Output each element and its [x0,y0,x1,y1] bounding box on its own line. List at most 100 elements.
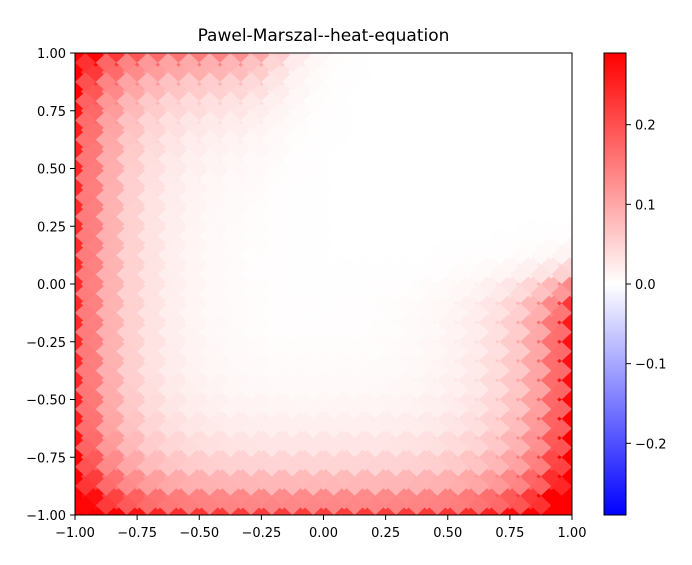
heatmap-cell [75,341,96,361]
heatmap-cell [530,168,552,188]
heatmap-cell [432,270,463,298]
heatmap-cell [75,72,96,92]
heatmap-cell [219,207,241,227]
heatmap-cell [530,438,552,458]
heatmap-cell [323,457,345,477]
heatmap-cell [468,341,490,361]
heatmap-cell [323,130,345,150]
heatmap-cell [427,149,448,169]
heatmap-cell [95,457,117,477]
heatmap-cell [240,476,262,496]
heatmap-cell [427,303,448,323]
x-tick-label: 0.00 [309,526,338,541]
heatmap-cell [323,495,345,515]
heatmap-cell [530,91,552,111]
heatmap-cell [282,91,303,111]
heatmap-cell [219,438,241,458]
heatmap-cell [344,207,365,227]
heatmap-cell [468,130,490,150]
heatmap-cell [199,457,220,477]
heatmap-cell [95,130,117,150]
heatmap-cell [199,168,220,188]
heatmap-cell [282,187,303,207]
heatmap-cell [240,91,262,111]
heatmap-cell [323,303,345,323]
heatmap-cell [468,226,490,246]
heatmap-cell [489,284,510,304]
heatmap-cell [240,72,262,92]
heatmap-cell [137,168,158,188]
heatmap-cell [509,399,531,419]
heatmap-cell [530,130,552,150]
heatmap-cell [385,284,407,304]
heatmap-cell [261,264,283,284]
heatmap-cell [364,91,386,111]
heatmap-cell [116,418,138,438]
heatmap-cell [116,399,138,419]
heatmap-cell [282,399,303,419]
heatmap-cell [551,322,572,342]
heatmap-cell [157,341,179,361]
heatmap-cell [308,347,339,375]
heatmap-cell [261,149,283,169]
heatmap-cell [344,130,365,150]
heatmap-cell [240,264,262,284]
heatmap-cell [530,303,552,323]
heatmap-cell [261,207,283,227]
heatmap-cell [509,264,531,284]
heatmap-cell [509,495,531,515]
heatmap-cell [364,226,386,246]
heatmap-cell [385,130,407,150]
heatmap-cell [432,289,463,318]
heatmap-cell [551,130,572,150]
heatmap-cell [432,96,463,125]
heatmap-cell [447,264,469,284]
heatmap-cell [308,424,339,452]
heatmap-cell [427,53,448,73]
heatmap-cell [551,495,572,515]
heatmap-cell [509,322,531,342]
heatmap-cell [282,341,303,361]
heatmap-cell [509,187,531,207]
heatmap-cell [344,303,365,323]
heatmap-cell [406,187,428,207]
heatmap-cell [447,130,469,150]
heatmap-cell [530,322,552,342]
heatmap-cell [406,91,428,111]
heatmap-cell [302,110,324,130]
heatmap-cell [282,361,303,381]
heatmap-cell [406,361,428,381]
heatmap-cell [199,72,220,92]
heatmap-cell [261,226,283,246]
heatmap-cell [302,303,324,323]
heatmap-cell [178,110,200,130]
heatmap-cell [385,168,407,188]
heatmap-cell [468,245,490,265]
heatmap-cell [432,385,463,414]
heatmap-cell [308,462,339,491]
heatmap-cell [509,303,531,323]
heatmap-cell [427,110,448,130]
heatmap-cell [137,207,158,227]
heatmap-cell [323,322,345,342]
heatmap-cell [406,380,428,400]
heatmap-cell [95,476,117,496]
heatmap-cell [308,193,339,221]
heatmap-cell [116,72,138,92]
heatmap-cell [432,481,463,510]
heatmap-cell [344,380,365,400]
heatmap-cell [219,418,241,438]
heatmap-cell [95,91,117,111]
heatmap-cell [308,404,339,433]
heatmap-cell [157,91,179,111]
heatmap-cell [219,72,241,92]
heatmap-cell [447,303,469,323]
heatmap-cell [530,149,552,169]
heatmap-cell [468,380,490,400]
heatmap-cell [116,149,138,169]
heatmap-cell [427,380,448,400]
heatmap-cell [137,457,158,477]
heatmap-cell [489,322,510,342]
heatmap-cell [240,380,262,400]
heatmap-cell [240,457,262,477]
